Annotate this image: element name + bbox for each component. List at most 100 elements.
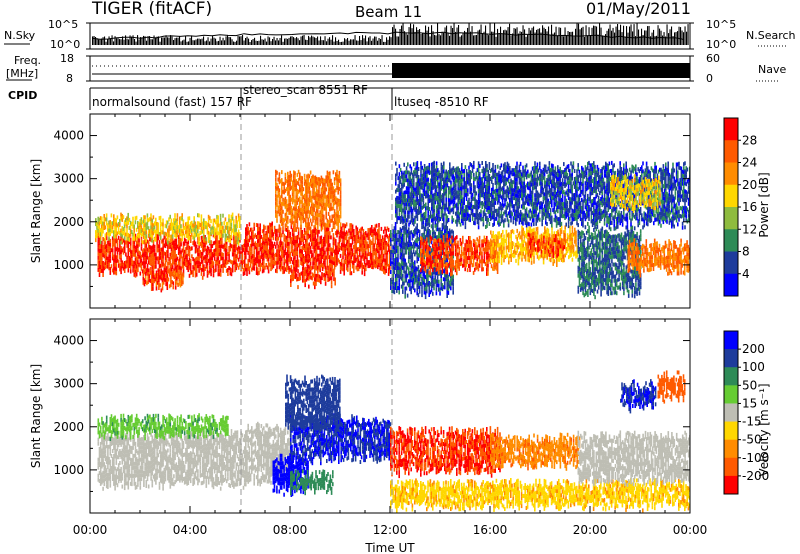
data-cell: [377, 245, 379, 250]
data-cell: [405, 286, 408, 291]
data-cell: [245, 247, 247, 252]
data-cell: [366, 241, 368, 246]
data-cell: [206, 257, 209, 262]
data-cell: [111, 268, 114, 273]
data-cell: [176, 213, 179, 218]
data-cell: [160, 268, 163, 273]
data-cell: [145, 259, 148, 264]
data-cell: [235, 215, 237, 220]
data-cell: [177, 274, 179, 279]
data-cell: [450, 230, 452, 235]
data-cell: [392, 253, 394, 258]
data-cell: [291, 244, 294, 249]
data-cell: [164, 236, 167, 241]
data-cell: [365, 235, 367, 240]
data-cell: [267, 249, 270, 254]
nsky-bar: [488, 35, 490, 45]
data-cell: [127, 216, 129, 221]
data-cell: [480, 251, 482, 256]
data-cell: [285, 255, 288, 260]
data-cell: [347, 231, 349, 236]
data-cell: [523, 238, 526, 243]
data-cell: [233, 252, 235, 257]
data-cell: [270, 227, 272, 232]
data-cell: [294, 227, 296, 232]
data-cell: [113, 234, 115, 239]
data-cell: [129, 261, 132, 266]
data-cell: [102, 225, 104, 230]
data-cell: [114, 254, 116, 259]
data-cell: [350, 271, 353, 276]
data-cell: [339, 222, 342, 227]
data-cell: [526, 246, 528, 251]
nsky-bar: [402, 23, 404, 45]
data-cell: [344, 256, 347, 261]
nsky-bar: [459, 36, 461, 45]
data-cell: [121, 213, 123, 218]
data-cell: [185, 263, 187, 268]
data-cell: [145, 226, 147, 231]
data-cell: [302, 262, 305, 266]
data-cell: [386, 234, 389, 239]
data-cell: [468, 240, 470, 244]
data-cell: [324, 265, 327, 270]
data-cell: [510, 250, 512, 254]
data-cell: [187, 264, 190, 269]
data-cell: [427, 226, 429, 231]
data-cell: [432, 275, 434, 280]
data-cell: [182, 223, 185, 228]
data-cell: [338, 243, 341, 248]
data-cell: [435, 291, 438, 296]
data-cell: [121, 225, 123, 230]
data-cell: [447, 255, 450, 260]
data-cell: [293, 274, 296, 279]
data-cell: [230, 234, 233, 239]
data-cell: [320, 276, 322, 281]
nsky-bar: [579, 29, 581, 45]
data-cell: [445, 257, 447, 262]
data-cell: [492, 246, 494, 251]
data-cell: [326, 259, 329, 264]
data-cell: [132, 220, 134, 225]
data-cell: [105, 213, 108, 218]
nsky-frame: [89, 22, 691, 50]
data-cell: [248, 250, 251, 255]
data-cell: [170, 267, 173, 272]
data-cell: [167, 253, 169, 258]
data-cell: [457, 252, 459, 257]
data-cell: [107, 227, 109, 232]
data-cell: [188, 228, 191, 233]
data-cell: [374, 240, 377, 245]
data-cell: [234, 228, 236, 233]
data-cell: [144, 245, 146, 250]
data-cell: [277, 228, 279, 233]
data-cell: [257, 247, 259, 252]
data-cell: [95, 238, 97, 243]
data-cell: [509, 234, 511, 239]
data-cell: [219, 272, 222, 277]
data-cell: [272, 248, 275, 253]
data-cell: [318, 193, 320, 198]
nsky-bar: [462, 32, 464, 45]
data-cell: [308, 284, 310, 289]
data-cell: [141, 220, 144, 225]
data-cell: [215, 228, 217, 233]
data-cell: [276, 218, 278, 223]
data-cell: [442, 254, 445, 259]
data-cell: [138, 226, 140, 230]
data-cell: [383, 253, 385, 258]
data-cell: [294, 203, 296, 208]
data-cell: [143, 235, 145, 240]
data-cell: [336, 229, 338, 234]
data-cell: [409, 275, 411, 280]
data-cell: [323, 256, 325, 261]
data-cell: [417, 293, 420, 298]
data-cell: [157, 226, 159, 231]
data-cell: [243, 243, 246, 248]
data-cell: [442, 234, 445, 239]
data-cell: [362, 252, 365, 257]
data-cell: [312, 206, 314, 211]
data-cell: [305, 203, 307, 208]
data-cell: [103, 246, 106, 251]
data-cell: [212, 269, 215, 274]
